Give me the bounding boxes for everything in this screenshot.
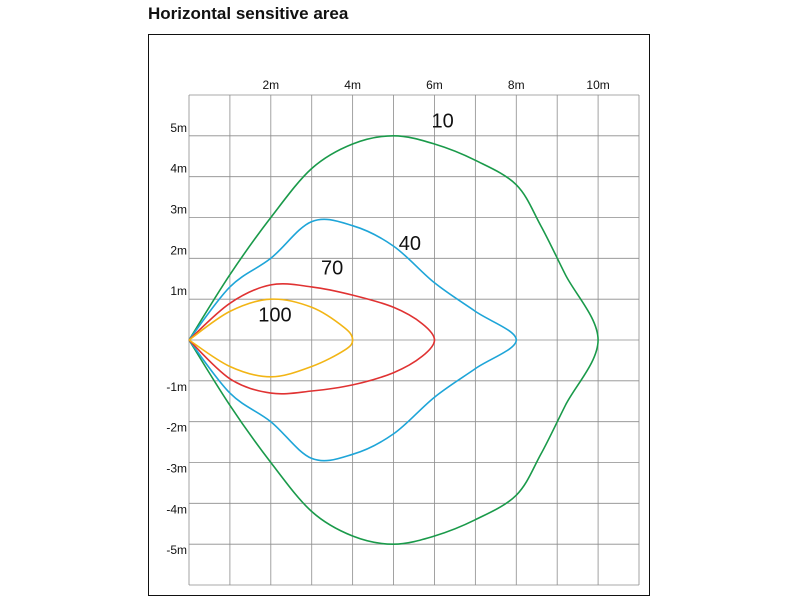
y-tick-label: 5m: [170, 121, 187, 135]
series-curve-40: [188, 218, 518, 462]
y-tick-label: -4m: [166, 502, 187, 516]
grid-lines: [188, 94, 640, 586]
y-tick-label: -3m: [166, 462, 187, 476]
y-tick-label: 3m: [170, 203, 187, 217]
x-tick-label: 6m: [426, 78, 443, 92]
y-tick-label: 1m: [170, 284, 187, 298]
chart-area: 2m 4m 6m 8m 10m 5m 4m 3m 2m 1m -1m -2m -3m -4m -5m 10…: [166, 78, 640, 586]
series-curves: [188, 135, 599, 545]
series-curve-70: [188, 283, 436, 395]
y-tick-label: 2m: [170, 243, 187, 257]
series-labels: 10 40 70 100: [258, 111, 454, 327]
y-tick-label: -1m: [166, 380, 187, 394]
y-axis-tick-labels: 5m 4m 3m 2m 1m -1m -2m -3m -4m -5m: [166, 121, 187, 557]
x-axis-tick-labels: 2m 4m 6m 8m 10m: [262, 78, 609, 92]
x-tick-label: 8m: [508, 78, 525, 92]
series-curve-100: [188, 298, 354, 378]
series-label-40: 40: [399, 233, 421, 255]
series-label-100: 100: [258, 305, 291, 327]
chart-frame: 2m 4m 6m 8m 10m 5m 4m 3m 2m 1m -1m -2m -3m -4m -5m 10…: [148, 34, 650, 596]
chart-title: Horizontal sensitive area: [148, 4, 349, 23]
series-label-10: 10: [432, 111, 454, 133]
y-tick-label: 4m: [170, 162, 187, 176]
x-tick-label: 10m: [586, 78, 609, 92]
y-tick-label: -2m: [166, 421, 187, 435]
y-tick-label: -5m: [166, 543, 187, 557]
series-curve-10: [188, 135, 599, 545]
x-tick-label: 2m: [262, 78, 279, 92]
x-tick-label: 4m: [344, 78, 361, 92]
series-label-70: 70: [321, 258, 343, 280]
